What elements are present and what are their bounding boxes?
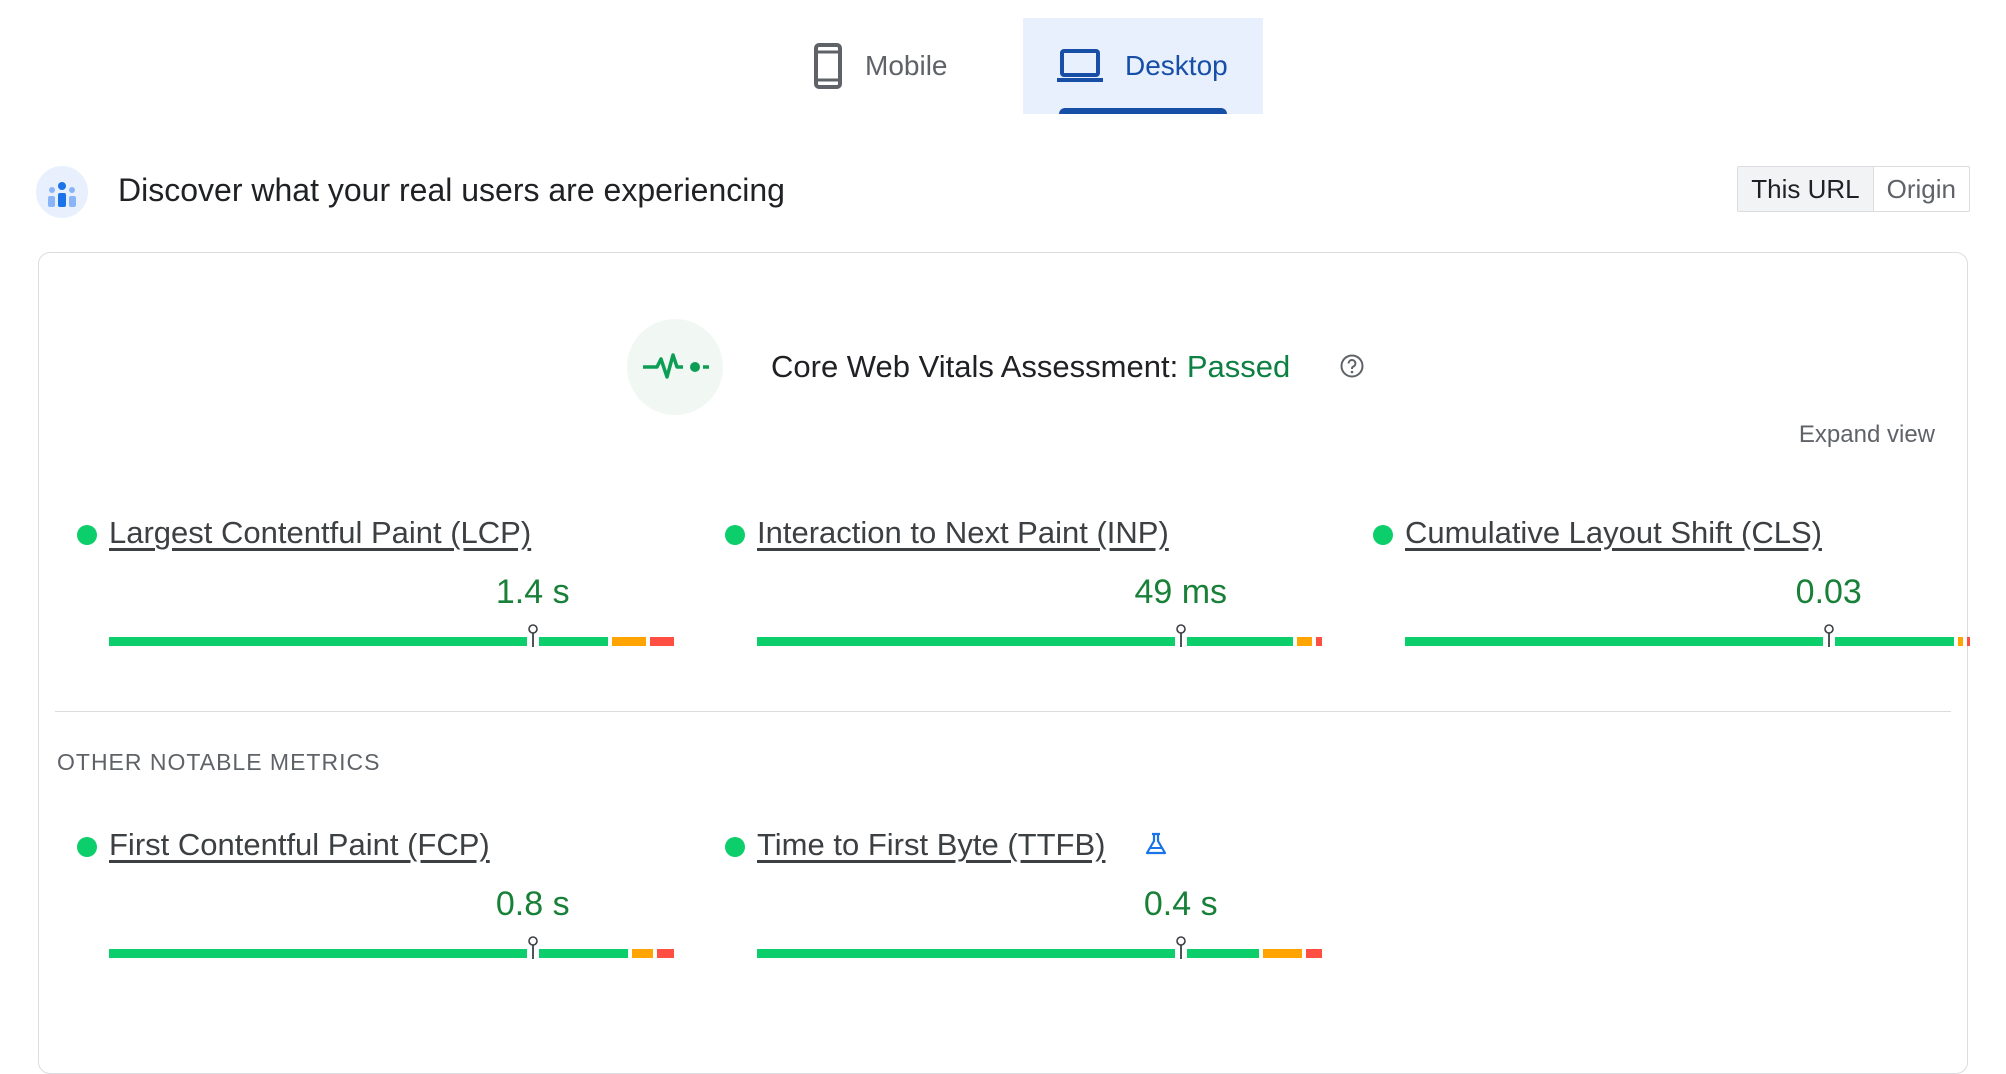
scope-toggle: This URL Origin: [1737, 166, 1970, 212]
metric-value: 1.4 s: [495, 573, 570, 611]
good-status-dot: [725, 837, 745, 857]
needs-improvement-segment: [611, 637, 647, 646]
other-metrics-heading: OTHER NOTABLE METRICS: [57, 749, 381, 775]
metric-value: 49 ms: [1134, 573, 1228, 611]
experimental-flask-icon[interactable]: [1143, 831, 1169, 857]
needs-improvement-segment: [1296, 637, 1313, 646]
poor-segment: [650, 637, 674, 646]
poor-segment: [1306, 949, 1322, 958]
crux-users-icon: [36, 166, 88, 218]
metric-value: 0.03: [1795, 573, 1862, 611]
distribution-bar: [109, 936, 674, 959]
good-status-dot: [77, 525, 97, 545]
section-divider: [55, 711, 1951, 712]
poor-segment: [1316, 637, 1322, 646]
distribution-bar: [1405, 624, 1970, 647]
distribution-bar: [109, 624, 674, 647]
metric-name-link[interactable]: First Contentful Paint (FCP): [109, 827, 490, 862]
field-data-card: Core Web Vitals Assessment: Passed Expan…: [38, 252, 1970, 1074]
assessment-label: Core Web Vitals Assessment:: [771, 349, 1179, 384]
p75-marker-icon: [1174, 624, 1187, 647]
needs-improvement-segment: [631, 949, 654, 958]
poor-segment: [657, 949, 674, 958]
good-segment: [757, 949, 1260, 958]
selected-tab-indicator: [1059, 108, 1227, 114]
good-status-dot: [1373, 525, 1393, 545]
header-title: Discover what your real users are experi…: [118, 172, 785, 208]
scope-origin-button[interactable]: Origin: [1886, 173, 1956, 204]
tab-mobile-label: Mobile: [865, 50, 948, 81]
metric-value: 0.8 s: [495, 885, 570, 923]
expand-view-link[interactable]: Expand view: [1798, 421, 1935, 448]
metric-name-link[interactable]: Time to First Byte (TTFB): [757, 827, 1106, 862]
tab-desktop-label: Desktop: [1125, 50, 1228, 81]
tab-desktop[interactable]: Desktop: [1023, 18, 1263, 114]
laptop-icon: [1057, 49, 1103, 82]
good-status-dot: [77, 837, 97, 857]
tab-mobile[interactable]: Mobile: [795, 18, 1023, 114]
metric-name-link[interactable]: Largest Contentful Paint (LCP): [109, 515, 532, 550]
scope-this-url-button[interactable]: This URL: [1738, 167, 1874, 211]
vitals-pulse-icon: [627, 319, 723, 415]
good-segment: [109, 637, 608, 646]
distribution-bar: [757, 624, 1322, 647]
good-status-dot: [725, 525, 745, 545]
metric-name-link[interactable]: Interaction to Next Paint (INP): [757, 515, 1169, 550]
p75-marker-icon: [526, 624, 539, 647]
needs-improvement-segment: [1958, 637, 1963, 646]
help-icon[interactable]: [1339, 353, 1365, 379]
field-data-header: Discover what your real users are experi…: [36, 166, 1970, 226]
assessment-title: Core Web Vitals Assessment: Passed: [771, 349, 1290, 385]
poor-segment: [1966, 637, 1970, 646]
phone-icon: [814, 43, 842, 89]
good-segment: [757, 637, 1293, 646]
good-segment: [1405, 637, 1955, 646]
device-tabs: Mobile Desktop: [795, 18, 1263, 114]
assessment-status: Passed: [1186, 349, 1291, 384]
p75-marker-icon: [1174, 936, 1187, 959]
distribution-bar: [757, 936, 1322, 959]
p75-marker-icon: [1822, 624, 1835, 647]
good-segment: [109, 949, 628, 958]
metric-name-link[interactable]: Cumulative Layout Shift (CLS): [1405, 515, 1822, 550]
needs-improvement-segment: [1263, 949, 1303, 958]
metric-value: 0.4 s: [1143, 885, 1218, 923]
p75-marker-icon: [526, 936, 539, 959]
